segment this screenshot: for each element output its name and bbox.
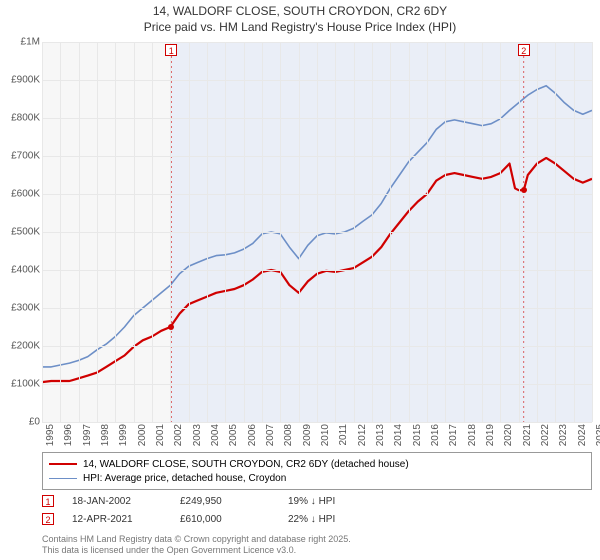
footnote-table: 1 18-JAN-2002 £249,950 19% ↓ HPI 2 12-AP… (42, 492, 592, 528)
chart-title: 14, WALDORF CLOSE, SOUTH CROYDON, CR2 6D… (0, 0, 600, 35)
x-axis-label: 2025 (595, 424, 600, 446)
chart-marker-1: 1 (165, 44, 177, 56)
legend-label-hpi: HPI: Average price, detached house, Croy… (83, 473, 286, 484)
x-axis-label: 2000 (137, 424, 148, 446)
chart-marker-dot-2 (521, 187, 527, 193)
x-axis-label: 2001 (155, 424, 166, 446)
footnote-price-2: £610,000 (180, 514, 270, 525)
title-line-2: Price paid vs. HM Land Registry's House … (0, 20, 600, 36)
legend-item-hpi: HPI: Average price, detached house, Croy… (49, 471, 585, 485)
attribution-line-1: Contains HM Land Registry data © Crown c… (42, 534, 351, 545)
y-axis-label: £1M (4, 37, 40, 48)
x-axis-label: 2009 (302, 424, 313, 446)
x-axis-label: 2015 (412, 424, 423, 446)
footnote-delta-1: 19% ↓ HPI (288, 496, 378, 507)
y-axis-label: £200K (4, 341, 40, 352)
footnote-marker-2: 2 (42, 513, 54, 525)
x-axis-label: 2008 (283, 424, 294, 446)
y-axis-label: £300K (4, 303, 40, 314)
x-axis-label: 2006 (247, 424, 258, 446)
y-axis-label: £400K (4, 265, 40, 276)
x-axis-label: 2014 (393, 424, 404, 446)
footnote-row-1: 1 18-JAN-2002 £249,950 19% ↓ HPI (42, 492, 592, 510)
legend-swatch-hpi (49, 478, 77, 479)
x-axis-label: 1997 (82, 424, 93, 446)
footnote-row-2: 2 12-APR-2021 £610,000 22% ↓ HPI (42, 510, 592, 528)
legend-item-property: 14, WALDORF CLOSE, SOUTH CROYDON, CR2 6D… (49, 457, 585, 471)
chart-marker-2: 2 (518, 44, 530, 56)
legend-swatch-property (49, 463, 77, 465)
chart-plot-area: 12 (42, 42, 592, 422)
x-axis-label: 2005 (228, 424, 239, 446)
footnote-price-1: £249,950 (180, 496, 270, 507)
x-axis-label: 1999 (118, 424, 129, 446)
y-axis-label: £600K (4, 189, 40, 200)
y-axis-label: £900K (4, 75, 40, 86)
x-axis-label: 1995 (45, 424, 56, 446)
x-axis-label: 2003 (192, 424, 203, 446)
x-axis-label: 2024 (577, 424, 588, 446)
y-axis-label: £100K (4, 379, 40, 390)
x-axis-label: 2018 (467, 424, 478, 446)
footnote-marker-1: 1 (42, 495, 54, 507)
attribution: Contains HM Land Registry data © Crown c… (42, 534, 351, 556)
x-axis-label: 2022 (540, 424, 551, 446)
x-axis-label: 2010 (320, 424, 331, 446)
x-axis-label: 2011 (338, 424, 349, 446)
y-axis-label: £500K (4, 227, 40, 238)
x-axis-label: 1996 (63, 424, 74, 446)
attribution-line-2: This data is licensed under the Open Gov… (42, 545, 351, 556)
x-axis-label: 2016 (430, 424, 441, 446)
y-axis-label: £800K (4, 113, 40, 124)
x-axis-label: 2004 (210, 424, 221, 446)
footnote-delta-2: 22% ↓ HPI (288, 514, 378, 525)
x-axis-label: 2002 (173, 424, 184, 446)
footnote-date-1: 18-JAN-2002 (72, 496, 162, 507)
x-axis-label: 1998 (100, 424, 111, 446)
x-axis-label: 2021 (522, 424, 533, 446)
x-axis-label: 2012 (357, 424, 368, 446)
x-axis-label: 2017 (448, 424, 459, 446)
y-axis-label: £0 (4, 417, 40, 428)
title-line-1: 14, WALDORF CLOSE, SOUTH CROYDON, CR2 6D… (0, 4, 600, 20)
footnote-date-2: 12-APR-2021 (72, 514, 162, 525)
x-axis-label: 2013 (375, 424, 386, 446)
x-axis-label: 2023 (558, 424, 569, 446)
chart-marker-dot-1 (168, 324, 174, 330)
x-axis-label: 2019 (485, 424, 496, 446)
x-axis-label: 2007 (265, 424, 276, 446)
x-axis-label: 2020 (503, 424, 514, 446)
y-axis-label: £700K (4, 151, 40, 162)
legend: 14, WALDORF CLOSE, SOUTH CROYDON, CR2 6D… (42, 452, 592, 490)
legend-label-property: 14, WALDORF CLOSE, SOUTH CROYDON, CR2 6D… (83, 459, 409, 470)
